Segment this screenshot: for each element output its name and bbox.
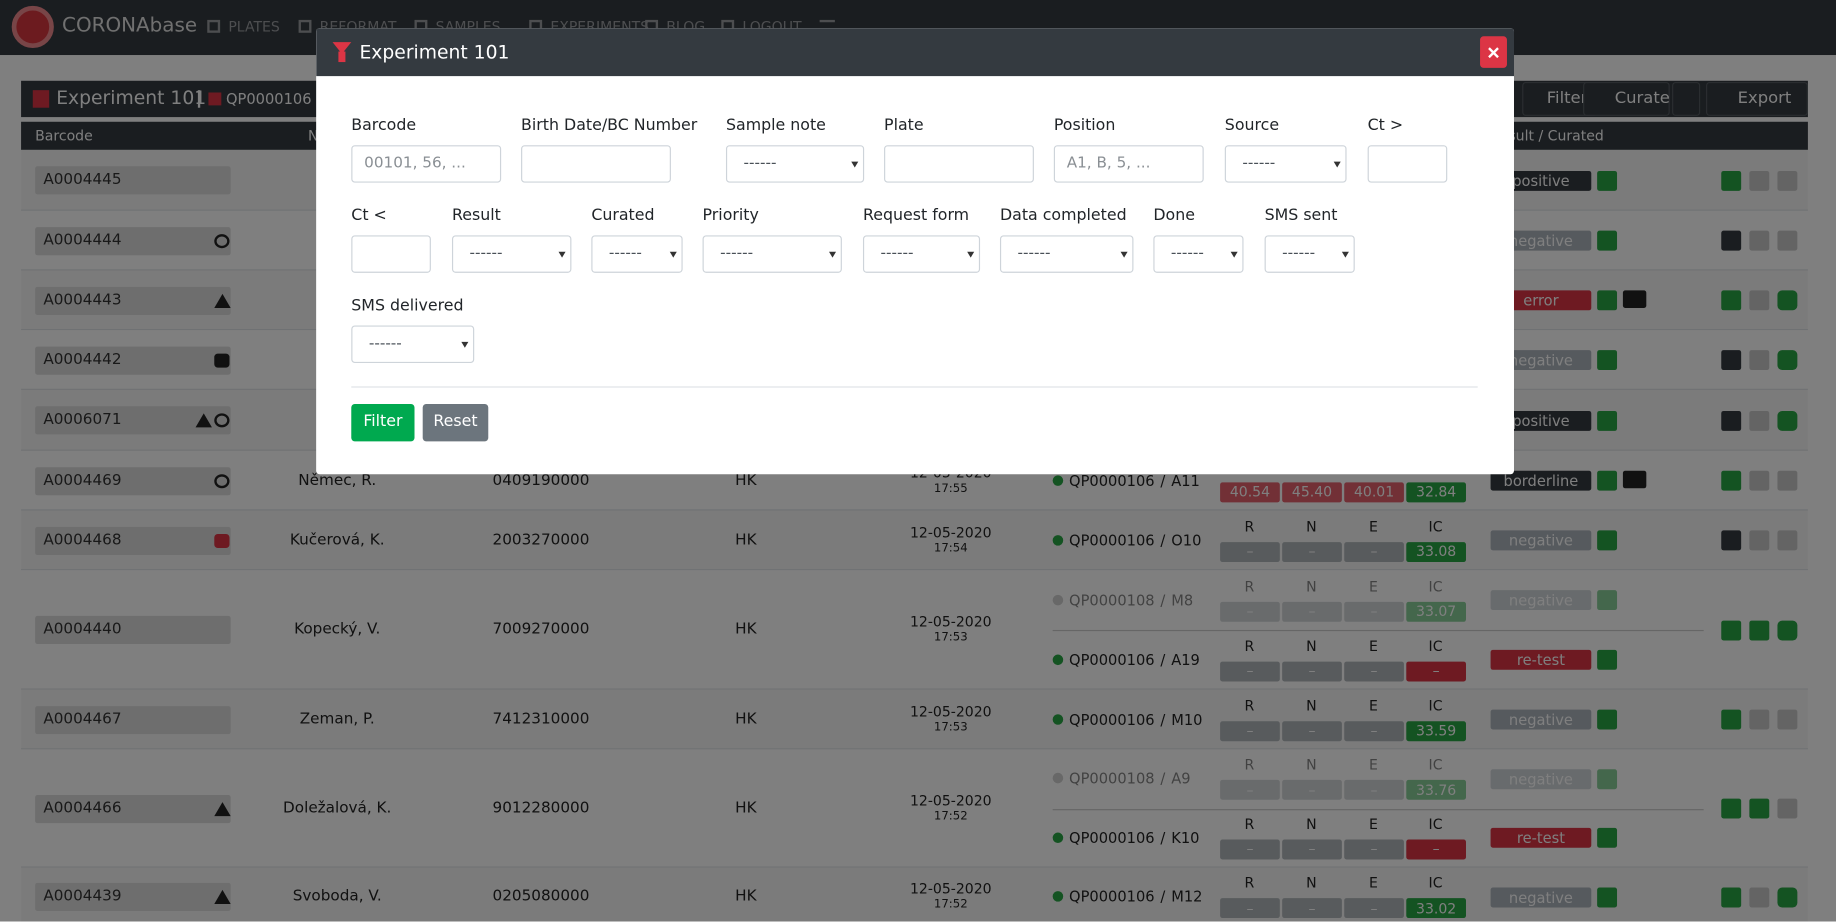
select-arrow bbox=[829, 251, 837, 258]
select-arrow bbox=[1341, 251, 1349, 258]
button-label: Reset bbox=[433, 412, 478, 431]
field-label: Position bbox=[1053, 115, 1116, 135]
select[interactable]: ------ bbox=[451, 235, 572, 273]
select[interactable]: ------ bbox=[351, 325, 475, 363]
text-input[interactable]: 00101, 56, ... bbox=[351, 145, 502, 183]
filter-icon-stem bbox=[338, 51, 346, 63]
select-value: ------ bbox=[1282, 244, 1316, 263]
text-input[interactable] bbox=[521, 145, 671, 183]
field-label: Priority bbox=[702, 206, 759, 225]
field-label: SMS sent bbox=[1264, 206, 1338, 225]
text-input[interactable] bbox=[884, 145, 1034, 183]
field-label: Source bbox=[1224, 115, 1280, 135]
select[interactable]: ------ bbox=[591, 235, 683, 273]
modal: Experiment 101 Barcode 00101, 56, ... Birth… bbox=[316, 28, 1514, 475]
select-value: ------ bbox=[1017, 244, 1051, 263]
select-arrow bbox=[851, 161, 859, 168]
field-label: Barcode bbox=[351, 115, 417, 135]
select-arrow bbox=[1120, 251, 1128, 258]
field-label: SMS delivered bbox=[351, 296, 464, 315]
field-label: Curated bbox=[591, 206, 655, 225]
select-value: ------ bbox=[1170, 244, 1204, 263]
select-value: ------ bbox=[880, 244, 914, 263]
select-value: ------ bbox=[1242, 154, 1276, 173]
text-input[interactable] bbox=[1367, 145, 1448, 183]
field-label: Sample note bbox=[725, 115, 826, 135]
select-value: ------ bbox=[720, 244, 754, 263]
select-arrow bbox=[558, 251, 566, 258]
text-input[interactable]: A1, B, 5, ... bbox=[1053, 145, 1204, 183]
field-label: Result bbox=[451, 206, 501, 225]
select-arrow bbox=[1333, 161, 1341, 168]
select-arrow bbox=[461, 341, 469, 348]
select[interactable]: ------ bbox=[1264, 235, 1355, 273]
placeholder: A1, B, 5, ... bbox=[1066, 154, 1151, 173]
field-label: Ct > bbox=[1367, 115, 1404, 135]
select[interactable]: ------ bbox=[1153, 235, 1244, 273]
modal-title: Experiment 101 bbox=[359, 40, 510, 64]
select-arrow bbox=[1230, 251, 1238, 258]
modal-header: Experiment 101 bbox=[316, 28, 1514, 77]
divider bbox=[351, 386, 1478, 388]
select[interactable]: ------ bbox=[999, 235, 1134, 273]
field-label: Done bbox=[1153, 206, 1195, 225]
button[interactable]: Reset bbox=[422, 403, 489, 442]
select[interactable]: ------ bbox=[725, 145, 865, 183]
select-value: ------ bbox=[469, 244, 503, 263]
text-input[interactable] bbox=[351, 235, 431, 273]
select-value: ------ bbox=[368, 334, 402, 353]
field-label: Data completed bbox=[999, 206, 1127, 225]
select-value: ------ bbox=[608, 244, 642, 263]
button[interactable]: Filter bbox=[351, 403, 415, 442]
select[interactable]: ------ bbox=[862, 235, 981, 273]
select-arrow bbox=[669, 251, 677, 258]
field-label: Request form bbox=[862, 206, 970, 225]
placeholder: 00101, 56, ... bbox=[364, 154, 466, 173]
select-value: ------ bbox=[743, 154, 777, 173]
field-label: Ct < bbox=[351, 206, 387, 225]
field-label: Birth Date/BC Number bbox=[521, 115, 698, 135]
select-arrow bbox=[967, 251, 975, 258]
filter-icon bbox=[332, 42, 352, 54]
select[interactable]: ------ bbox=[1224, 145, 1347, 183]
select[interactable]: ------ bbox=[702, 235, 842, 273]
button-label: Filter bbox=[363, 412, 403, 431]
field-label: Plate bbox=[884, 115, 924, 135]
